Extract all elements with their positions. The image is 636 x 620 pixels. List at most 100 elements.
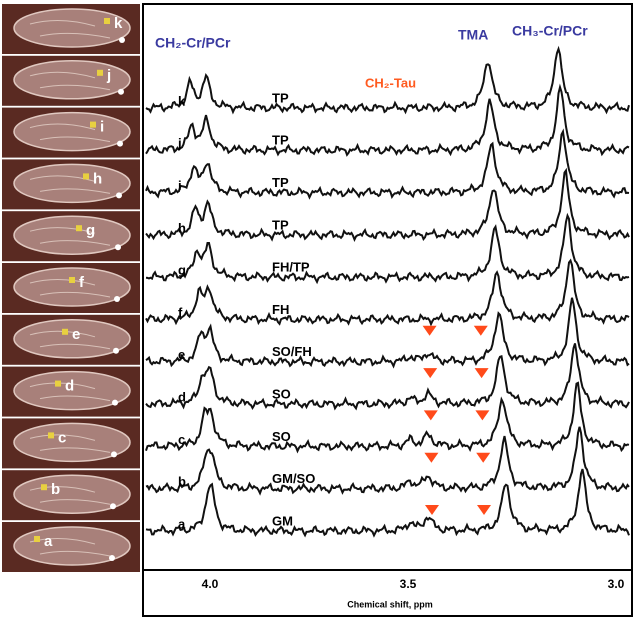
thumb-body: [13, 163, 131, 204]
thumb-label: j: [106, 67, 111, 84]
x-axis-title: Chemical shift, ppm: [347, 599, 433, 609]
thumb-label: b: [51, 481, 60, 498]
thumb-body: [13, 422, 131, 463]
spectrum: [145, 128, 630, 200]
voxel: [97, 69, 103, 76]
spectrum: [145, 426, 630, 496]
voxel: [41, 484, 47, 491]
spectrum: [145, 258, 630, 327]
thumb-body: [13, 267, 131, 307]
axis-panel: [142, 569, 633, 617]
thumb-dot: [110, 503, 116, 510]
tau-marker: [423, 368, 438, 379]
spectrum: [145, 167, 630, 242]
thumb-dot: [109, 555, 115, 561]
trace-label: f: [178, 305, 183, 320]
thumb-body: [13, 60, 131, 100]
tau-marker: [422, 325, 437, 336]
trace-label: e: [178, 347, 185, 362]
thumb-detail: [29, 175, 111, 194]
thumb-dot: [119, 37, 125, 43]
thumb-detail: [29, 434, 111, 453]
thumb-detail: [29, 71, 111, 91]
tissue-label: GM/SO: [272, 471, 315, 486]
thumb-label: c: [58, 429, 66, 446]
thumb-dot: [118, 88, 124, 95]
spectrum: [145, 297, 630, 369]
tissue-label: SO: [272, 387, 291, 402]
tissue-label: TP: [272, 175, 289, 190]
tissue-label: SO/FH: [272, 344, 312, 359]
thumb-dot: [111, 451, 117, 458]
thumb-body: [13, 319, 131, 359]
spectrum: [145, 212, 630, 285]
tau-marker: [423, 410, 438, 421]
thumb-detail: [29, 330, 111, 350]
tissue-label: FH: [272, 302, 289, 317]
x-tick-label: 3.5: [400, 577, 417, 591]
thumb-body: [13, 8, 131, 48]
spectrum: [145, 83, 630, 157]
trace-label: h: [178, 220, 186, 235]
tissue-label: SO: [272, 429, 291, 444]
thumb-label: k: [114, 15, 123, 32]
thumb-body: [13, 526, 131, 566]
voxel: [83, 173, 89, 180]
thumb-dot: [114, 296, 120, 302]
tissue-label: TP: [272, 90, 289, 105]
thumb-label: d: [65, 378, 74, 395]
tau-marker: [477, 505, 491, 515]
tissue-label: FH/TP: [272, 260, 310, 275]
voxel: [48, 432, 54, 439]
thumb-body: [13, 370, 131, 411]
thumb-dot: [112, 399, 118, 406]
peak-label: TMA: [458, 27, 488, 43]
spectrum: [145, 468, 630, 538]
peak-label: CH₃-Cr/PCr: [512, 23, 588, 39]
trace-label: d: [178, 390, 186, 405]
thumb-label: g: [86, 222, 95, 239]
thumb-label: a: [44, 533, 53, 550]
voxel: [55, 380, 61, 387]
trace-label: a: [178, 516, 186, 531]
thumb-body: [13, 111, 131, 152]
tau-marker: [474, 368, 489, 379]
tissue-label: TP: [272, 133, 289, 148]
x-tick-label: 4.0: [202, 577, 219, 591]
tissue-label: GM: [272, 513, 293, 528]
thumb-dot: [113, 347, 119, 354]
peak-label: CH₂-Tau: [365, 75, 416, 90]
trace-label: b: [178, 474, 186, 489]
voxel: [69, 277, 75, 283]
peak-label: CH₂-Cr/PCr: [155, 35, 231, 51]
thumb-detail: [29, 19, 111, 39]
thumb-label: f: [79, 274, 85, 291]
thumb-label: e: [72, 326, 80, 343]
tau-marker: [473, 325, 488, 336]
spectrum: [145, 45, 630, 115]
thumb-body: [13, 215, 131, 255]
thumb-detail: [29, 123, 111, 143]
voxel: [90, 121, 96, 128]
thumb-label: i: [100, 119, 104, 136]
tissue-label: TP: [272, 217, 289, 232]
trace-label: g: [178, 263, 186, 278]
thumb-dot: [115, 244, 121, 251]
thumb-detail: [29, 486, 111, 505]
voxel: [76, 225, 82, 232]
voxel: [104, 18, 110, 24]
tau-marker: [476, 452, 491, 463]
thumb-dot: [116, 192, 122, 199]
thumb-dot: [117, 140, 123, 147]
spectra-panel: [142, 3, 633, 571]
spectrum: [145, 381, 630, 454]
thumb-detail: [29, 278, 111, 298]
tau-marker: [475, 410, 490, 421]
tau-marker: [424, 452, 439, 463]
trace-label: j: [177, 136, 182, 151]
thumb-label: h: [93, 170, 102, 187]
spectrum: [145, 343, 630, 411]
voxel: [34, 536, 40, 542]
thumb-detail: [29, 227, 111, 246]
